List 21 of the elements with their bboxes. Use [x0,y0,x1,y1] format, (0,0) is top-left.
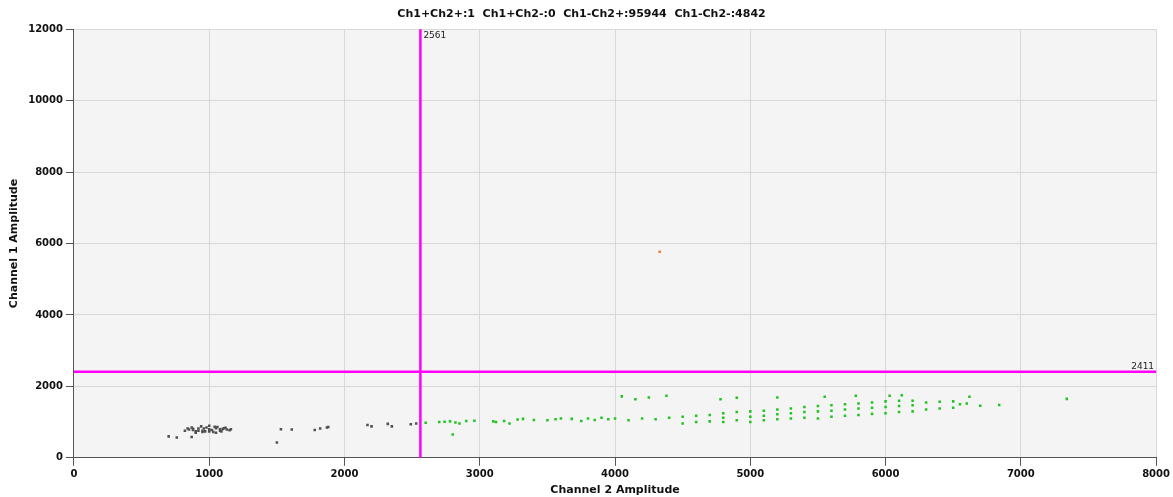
y-axis-title: Channel 1 Amplitude [7,178,21,309]
y-tick-label: 6000 [35,237,64,249]
ref-line-label: 2411 [1131,360,1155,371]
x-tick-label: 8000 [1142,468,1171,480]
y-tick-label: 12000 [28,22,64,34]
x-tick-label: 7000 [1006,468,1035,480]
x-tick-label: 2000 [330,468,359,480]
x-tick-label: 4000 [601,468,629,480]
y-tick-label: 4000 [35,308,64,320]
x-tick-label: 6000 [871,468,900,480]
x-tick-label: 0 [70,468,78,480]
x-tick-label: 3000 [465,468,494,480]
x-tick-label: 5000 [736,468,765,480]
ref-line-label: 2561 [423,30,447,41]
y-tick-label: 10000 [28,94,64,106]
y-tick-label: 2000 [35,379,64,391]
x-tick-label: 1000 [195,468,224,480]
y-tick-label: 0 [56,451,64,463]
x-axis-title: Channel 2 Amplitude [550,483,680,497]
chart-title: Ch1+Ch2+:1 Ch1+Ch2-:0 Ch1-Ch2+:95944 Ch1-Ch2-:4842 [397,7,766,21]
y-tick-label: 8000 [35,165,64,177]
